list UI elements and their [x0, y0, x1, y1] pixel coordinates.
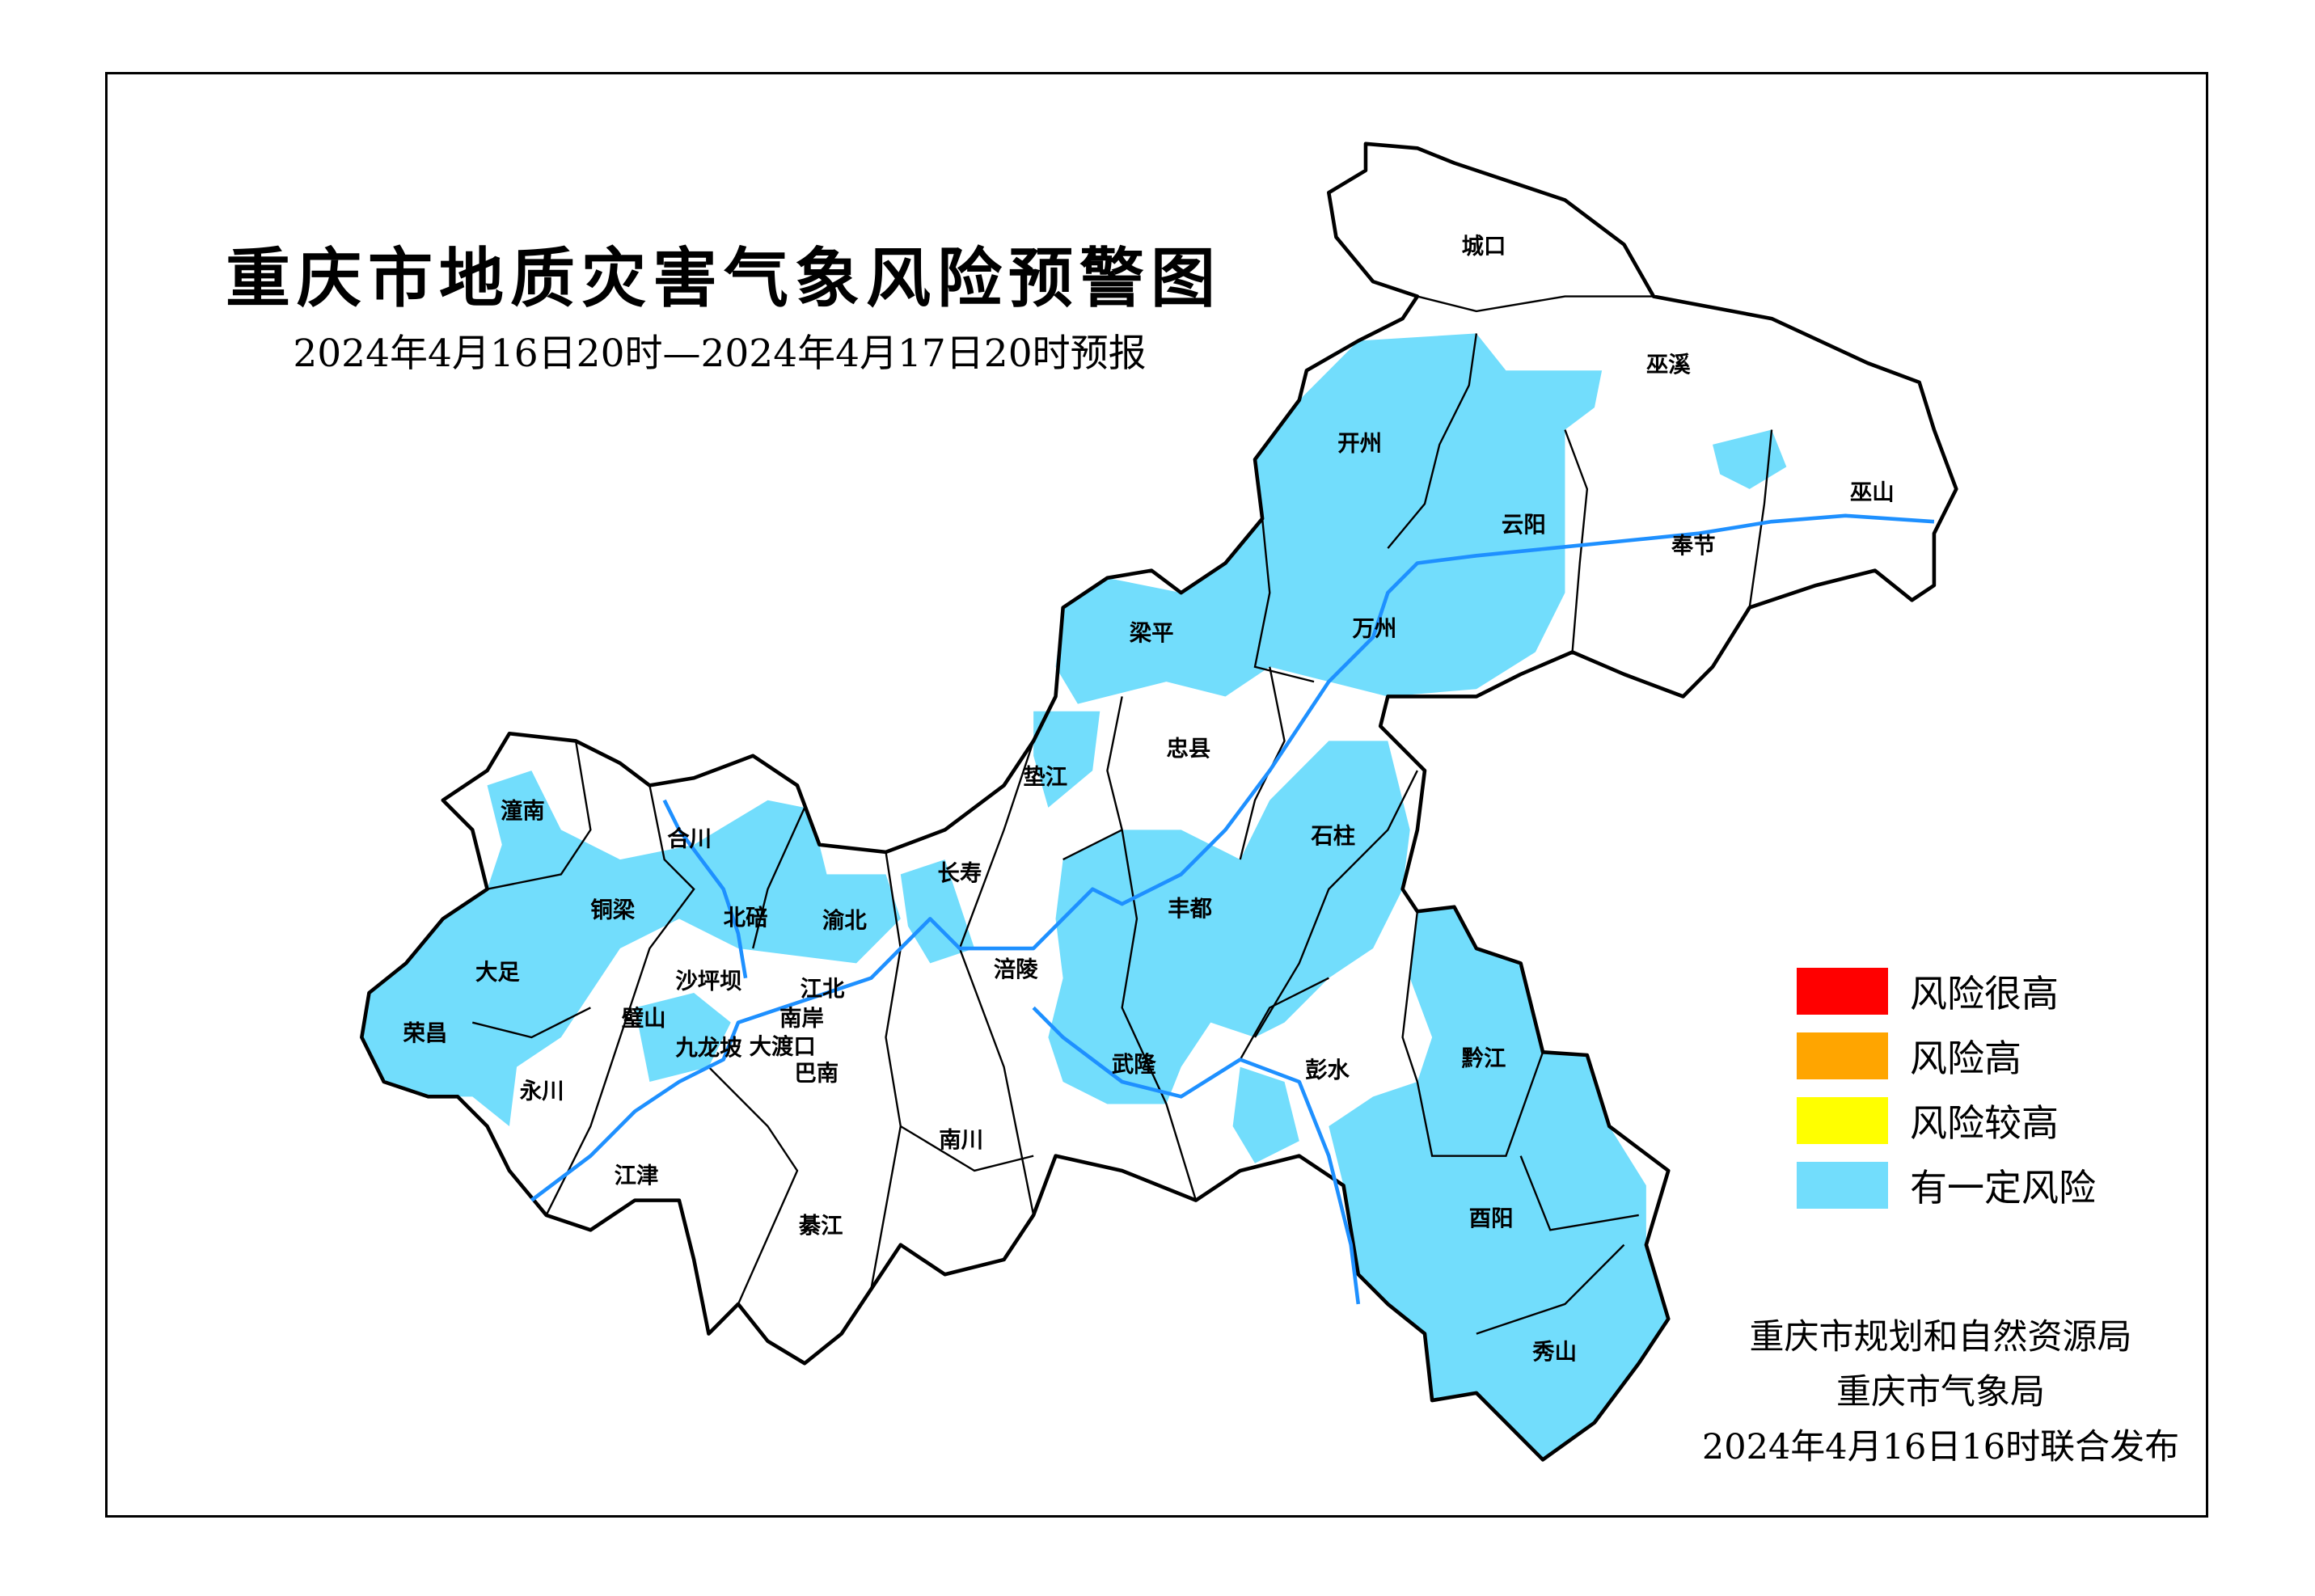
wu-river — [1032, 1006, 1361, 1305]
legend-label: 风险很高 — [1910, 972, 2059, 1015]
issuer-line-1: 重庆市规划和自然资源局 — [1749, 1317, 2132, 1357]
district-label: 江津 — [615, 1163, 659, 1189]
district-label: 荣昌 — [403, 1020, 447, 1046]
district-labels: 城口 巫溪 开州 云阳 巫山 奉节 梁平 万州 忠县 垫江 石柱 潼南 合川 铜… — [403, 234, 1894, 1365]
risk-area-west — [361, 771, 901, 1126]
district-label: 璧山 — [622, 1005, 666, 1031]
district-label: 城口 — [1462, 234, 1506, 260]
district-label: 南川 — [939, 1127, 983, 1153]
risk-area-northeast — [1055, 333, 1603, 704]
legend-item-some-risk: 有一定风险 — [1797, 1161, 2096, 1210]
district-label: 巴南 — [794, 1060, 839, 1086]
legend-label: 风险较高 — [1910, 1101, 2059, 1145]
risk-area-wuxi — [1713, 429, 1787, 489]
legend-item-very-high: 风险很高 — [1797, 967, 2096, 1015]
district-label: 南岸 — [779, 1005, 824, 1031]
district-label: 长寿 — [937, 860, 982, 886]
district-label: 江北 — [801, 976, 845, 1002]
legend-swatch — [1797, 968, 1888, 1015]
yangtze-river — [530, 513, 1935, 1202]
district-label: 九龙坡 — [675, 1035, 742, 1061]
risk-area-changshou — [900, 859, 975, 964]
district-label: 黔江 — [1462, 1045, 1506, 1071]
issuer-footer: 重庆市规划和自然资源局 重庆市气象局 2024年4月16日16时联合发布 — [1641, 1310, 2240, 1475]
district-label: 合川 — [667, 826, 712, 852]
risk-area-central — [1048, 741, 1410, 1104]
district-label: 石柱 — [1310, 823, 1355, 849]
rivers — [530, 513, 1935, 1305]
district-label: 涪陵 — [994, 956, 1038, 982]
district-label: 綦江 — [799, 1213, 843, 1239]
issuer-line-2: 重庆市气象局 — [1836, 1372, 2045, 1412]
district-label: 秀山 — [1531, 1339, 1577, 1365]
legend-swatch — [1797, 1097, 1888, 1144]
legend-label: 风险高 — [1910, 1037, 2021, 1080]
district-label: 垫江 — [1023, 764, 1067, 790]
map-title: 重庆市地质灾害气象风险预警图 — [226, 240, 1222, 316]
district-label: 云阳 — [1502, 512, 1546, 538]
district-label: 沙坪坝 — [675, 969, 741, 994]
district-label: 酉阳 — [1469, 1205, 1514, 1231]
district-label: 大渡口 — [750, 1033, 816, 1059]
district-label: 渝北 — [822, 908, 867, 934]
legend-item-high: 风险高 — [1797, 1032, 2096, 1080]
chongqing-boundary — [360, 141, 1958, 1462]
district-label: 永川 — [519, 1078, 564, 1104]
risk-area-southeast — [1329, 906, 1669, 1460]
issue-time: 2024年4月16日16时联合发布 — [1701, 1427, 2180, 1467]
risk-area-pengshui — [1232, 1066, 1299, 1163]
district-label: 奉节 — [1671, 533, 1716, 559]
legend-item-fairly-high: 风险较高 — [1797, 1096, 2096, 1145]
district-label: 巫溪 — [1646, 352, 1691, 378]
district-label: 万州 — [1353, 615, 1397, 641]
risk-area-jiulongpo — [635, 993, 731, 1082]
risk-area-dianjiang — [1033, 711, 1100, 808]
district-label: 巫山 — [1850, 479, 1895, 505]
jialing-river — [662, 799, 748, 979]
legend-swatch — [1797, 1162, 1888, 1209]
forecast-period: 2024年4月16日20时—2024年4月17日20时预报 — [293, 331, 1147, 376]
district-label: 梁平 — [1130, 620, 1174, 646]
district-label: 忠县 — [1166, 736, 1210, 762]
risk-areas — [361, 333, 1787, 1460]
district-label: 北碚 — [724, 905, 768, 931]
legend-label: 有一定风险 — [1910, 1166, 2096, 1210]
risk-legend: 风险很高 风险高 风险较高 有一定风险 — [1797, 967, 2096, 1226]
district-label: 武隆 — [1112, 1051, 1156, 1077]
district-label: 彭水 — [1305, 1058, 1350, 1083]
district-borders — [471, 295, 1773, 1335]
district-label: 丰都 — [1168, 896, 1212, 922]
district-label: 铜梁 — [590, 897, 635, 923]
district-label: 潼南 — [501, 798, 545, 824]
district-label: 大足 — [475, 960, 520, 986]
map-frame — [105, 72, 2208, 1518]
legend-swatch — [1797, 1032, 1888, 1079]
district-label: 开州 — [1337, 430, 1382, 456]
